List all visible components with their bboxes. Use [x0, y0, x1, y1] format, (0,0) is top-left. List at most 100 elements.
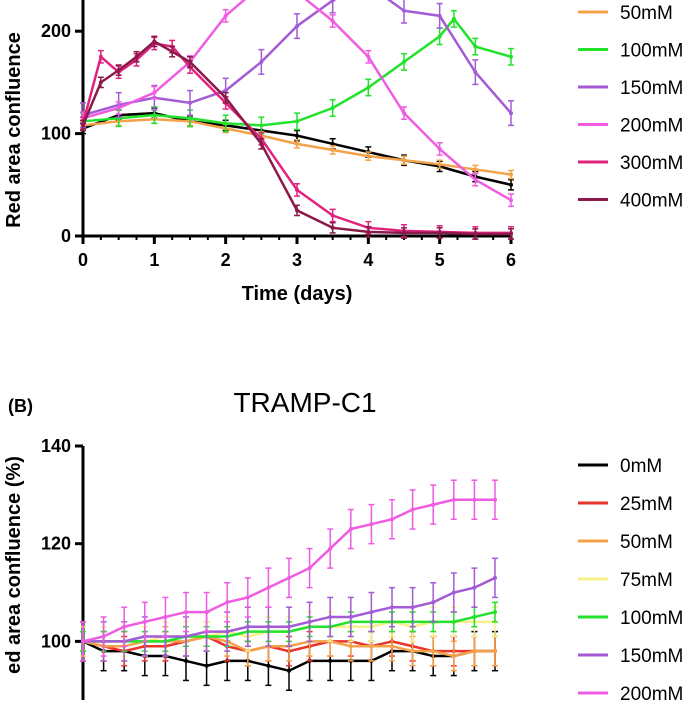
series-150mM: [80, 0, 514, 129]
legend-label: 50mM: [620, 532, 673, 553]
data-point: [330, 141, 335, 146]
legend-item: 150mM: [578, 78, 683, 99]
panel-b-title: TRAMP-C1: [233, 387, 376, 418]
series-400mM: [80, 35, 514, 240]
legend-item: 25mM: [578, 494, 673, 515]
legend-label: 300mM: [620, 153, 683, 174]
data-point: [473, 44, 478, 49]
data-point: [472, 649, 477, 654]
data-point: [81, 123, 85, 128]
data-point: [348, 644, 353, 649]
data-point: [295, 24, 299, 29]
legend-item: 50mM: [578, 3, 673, 24]
data-point: [295, 187, 299, 192]
data-point: [472, 585, 477, 590]
legend-label: 200mM: [620, 116, 683, 137]
data-point: [245, 595, 250, 600]
legend-label: 25mM: [620, 494, 673, 515]
data-point: [122, 624, 127, 629]
series-line: [82, 16, 512, 127]
data-point: [402, 59, 406, 64]
data-point: [451, 590, 456, 595]
data-point: [402, 158, 406, 163]
y-tick-label: 200: [41, 21, 71, 41]
data-point: [509, 111, 513, 116]
data-point: [402, 8, 406, 13]
data-point: [188, 59, 192, 64]
data-point: [116, 68, 121, 73]
x-tick-label: 3: [292, 250, 302, 270]
data-point: [473, 231, 478, 236]
data-point: [451, 619, 456, 624]
legend-label: 150mM: [620, 646, 683, 667]
data-point: [330, 106, 335, 110]
data-point: [402, 111, 406, 116]
data-point: [116, 106, 121, 110]
y-tick-label: 120: [41, 534, 71, 554]
data-point: [472, 614, 477, 619]
data-point: [184, 634, 188, 639]
data-point: [366, 154, 371, 159]
data-point: [259, 123, 264, 128]
data-point: [330, 147, 335, 152]
data-point: [451, 654, 456, 659]
data-point: [366, 229, 371, 234]
x-tick-label: 0: [78, 250, 88, 270]
data-point: [225, 629, 230, 634]
data-point: [152, 90, 157, 95]
data-point: [170, 49, 175, 54]
data-point: [390, 517, 394, 522]
data-point: [184, 610, 188, 615]
data-point: [369, 610, 374, 615]
data-point: [142, 619, 147, 624]
data-point: [493, 575, 497, 580]
data-point: [437, 34, 442, 39]
data-point: [390, 605, 394, 610]
data-point: [410, 605, 415, 610]
y-axis-title: Red area confluence: [3, 32, 25, 228]
legend-item: 0mM: [578, 456, 662, 477]
data-point: [431, 649, 436, 654]
data-point: [259, 141, 264, 146]
data-point: [188, 116, 192, 121]
data-point: [223, 95, 228, 100]
data-point: [473, 70, 478, 75]
data-point: [330, 18, 335, 23]
data-point: [451, 16, 456, 21]
legend-label: 100mM: [620, 608, 683, 629]
legend-item: 200mM: [578, 116, 683, 137]
data-point: [410, 507, 415, 512]
data-point: [330, 0, 335, 3]
legend-item: 100mM: [578, 41, 683, 62]
data-point: [134, 54, 139, 59]
data-point: [295, 208, 299, 213]
data-point: [223, 13, 228, 18]
legend-item: 100mM: [578, 608, 683, 629]
data-point: [307, 619, 312, 624]
x-tick-label: 5: [435, 250, 445, 270]
panel-b-label: (B): [8, 396, 33, 416]
legend-item: 75mM: [578, 570, 673, 591]
x-tick-label: 1: [149, 250, 159, 270]
legend-label: 0mM: [620, 456, 662, 477]
data-point: [245, 624, 250, 629]
data-point: [473, 167, 478, 172]
data-point: [451, 497, 456, 502]
panel-a-chart: 0 100 200 0 1 2 3 4 5 6 Time (days) Red area conflu…: [3, 0, 683, 305]
data-point: [259, 59, 264, 64]
legend-item: 400mM: [578, 191, 683, 212]
data-point: [266, 585, 271, 590]
data-point: [509, 172, 513, 177]
data-point: [152, 113, 157, 118]
data-point: [98, 54, 103, 59]
x-tick-label: 2: [221, 250, 231, 270]
data-point: [295, 141, 299, 146]
data-point: [493, 610, 497, 615]
legend-item: 150mM: [578, 646, 683, 667]
legend-item: 50mM: [578, 532, 673, 553]
data-point: [163, 614, 168, 619]
data-point: [493, 649, 497, 654]
y-axis-title: ed area confluence (%): [3, 456, 25, 674]
data-point: [328, 658, 333, 663]
data-point: [390, 644, 394, 649]
